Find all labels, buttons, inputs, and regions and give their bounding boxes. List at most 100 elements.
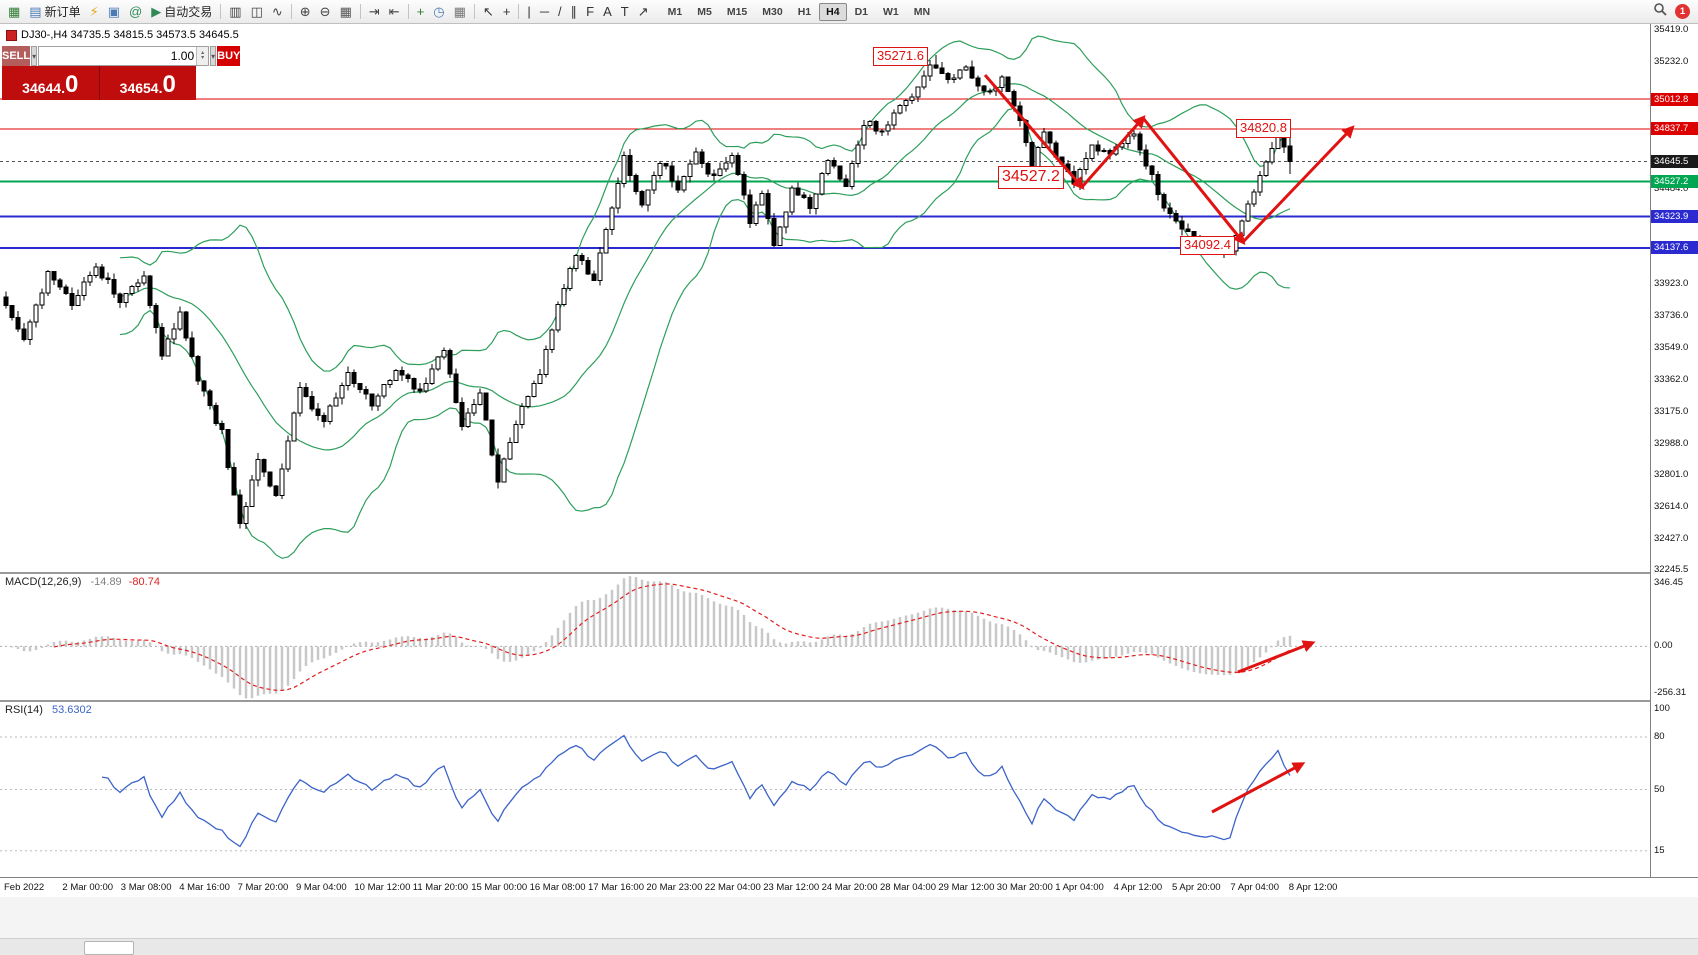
sell-price-dot: . [61, 80, 65, 96]
auto-trading-icon: ▶ [151, 4, 162, 19]
candle-body [1257, 175, 1263, 193]
zoom-out-button[interactable]: ⊖ [316, 4, 335, 19]
candlestick-chart-button[interactable]: ◫ [247, 4, 267, 19]
candle-body [39, 292, 45, 306]
candle-body [333, 397, 339, 407]
price-annotation-label[interactable]: 35271.6 [873, 47, 928, 66]
macd-name: MACD(12,26,9) [5, 576, 82, 588]
pane-separator[interactable] [0, 572, 1698, 574]
search-icon[interactable] [1653, 2, 1667, 21]
candle-body [243, 505, 249, 524]
rsi-line [101, 734, 1291, 848]
trend-arrow[interactable] [983, 74, 1085, 190]
bar-chart-button[interactable]: ▥ [225, 4, 245, 19]
price-annotation-label[interactable]: 34527.2 [998, 166, 1064, 189]
vertical-line-button[interactable]: | [523, 4, 534, 19]
arrows-button[interactable]: ↗ [634, 4, 653, 19]
candle-body [1101, 149, 1107, 152]
volume-input[interactable] [39, 47, 197, 65]
spin-up-icon[interactable]: ▴ [201, 50, 205, 56]
bollinger-lower-band[interactable] [119, 107, 1291, 559]
candle-body [495, 454, 501, 483]
notification-badge[interactable]: 1 [1675, 4, 1690, 19]
cursor-button[interactable]: ↖ [479, 4, 498, 19]
horizontal-line-button[interactable]: ─ [536, 4, 553, 19]
trend-arrow[interactable] [1141, 117, 1246, 245]
template-grid-button[interactable]: ▦ [450, 4, 470, 19]
lightning-button[interactable]: ⚡ [86, 4, 103, 19]
timeframe-h1-button[interactable]: H1 [797, 5, 812, 18]
tile-windows-button[interactable]: ▦ [336, 4, 356, 19]
timeframe-m1-button[interactable]: M1 [667, 5, 683, 18]
fibonacci-button[interactable]: F [582, 4, 598, 19]
bollinger-middle-band[interactable] [119, 83, 1291, 451]
sell-price[interactable]: 34644. 0 [2, 66, 99, 100]
buy-dropdown-icon[interactable]: ▾ [210, 46, 217, 66]
text-button[interactable]: A [599, 4, 616, 19]
macd-pane[interactable]: MACD(12,26,9) -14.89 -80.74 [0, 574, 1650, 700]
auto-scroll-button[interactable]: ⇤ [385, 4, 404, 19]
trend-arrow[interactable] [1237, 640, 1316, 674]
candle-body [735, 155, 741, 176]
channel-button[interactable]: ∥ [567, 4, 582, 19]
new-order-button[interactable]: ▤ 新订单 [25, 2, 84, 21]
candle-body [903, 100, 909, 107]
line-chart-button[interactable]: ∿ [268, 4, 287, 19]
candle-body [435, 356, 441, 370]
spin-down-icon[interactable]: ▾ [201, 55, 205, 61]
candle-body [765, 193, 771, 220]
mail-button[interactable]: @ [125, 4, 146, 19]
price-annotation-label[interactable]: 34092.4 [1180, 236, 1235, 255]
candle-body [975, 77, 981, 87]
candle-body [423, 383, 429, 392]
macd-axis-label: 0.00 [1654, 640, 1673, 652]
label-button[interactable]: T [617, 4, 633, 19]
bollinger-upper-band[interactable] [119, 35, 1291, 372]
new-order-icon: ▤ [29, 4, 42, 19]
time-axis[interactable]: Feb 2022 2 Mar 00:00 3 Mar 08:00 4 Mar 16:0… [0, 877, 1698, 897]
rsi-pane[interactable]: RSI(14) 53.6302 [0, 702, 1650, 877]
taskbar-item[interactable] [84, 941, 134, 955]
trend-arrow[interactable] [1080, 115, 1146, 188]
trendline-button[interactable]: / [554, 4, 566, 19]
candle-body [357, 383, 363, 390]
volume-spinner[interactable]: ▴ ▾ [196, 47, 209, 65]
periods-button[interactable]: ◷ [429, 4, 448, 19]
candle-body [141, 275, 147, 284]
sell-button[interactable]: SELL [2, 46, 31, 66]
buy-button[interactable]: BUY [217, 46, 241, 66]
trend-arrow[interactable] [1211, 762, 1306, 814]
candle-body [987, 90, 993, 93]
timeframe-m5-button[interactable]: M5 [697, 5, 712, 18]
buy-price[interactable]: 34654. 0 [100, 66, 197, 100]
candle-body [117, 293, 123, 304]
candle-body [747, 194, 753, 225]
candle-body [945, 72, 951, 81]
timeframe-h4-button[interactable]: H4 [819, 2, 847, 21]
crosshair-button[interactable]: + [499, 4, 515, 19]
auto-trading-button[interactable]: ▶ 自动交易 [147, 2, 216, 21]
main-chart-pane[interactable]: DJ30-,H4 34735.5 34815.5 34573.5 34645.5… [0, 24, 1650, 572]
price-annotation-label[interactable]: 34820.8 [1236, 119, 1291, 138]
candle-body [339, 385, 345, 399]
zoom-in-button[interactable]: ⊕ [296, 4, 315, 19]
price-display: 34644. 0 34654. 0 [2, 66, 196, 100]
timeframe-m30-button[interactable]: M30 [762, 5, 783, 18]
timeframe-m15-button[interactable]: M15 [726, 5, 748, 18]
chart-shift-button[interactable]: ⇥ [365, 4, 384, 19]
new-chart-button[interactable]: ▦ [4, 4, 24, 19]
symbol-info: DJ30-,H4 34735.5 34815.5 34573.5 34645.5 [6, 29, 239, 41]
price-axis-label: 35232.0 [1654, 55, 1689, 67]
add-indicator-button[interactable]: + [413, 4, 429, 19]
trend-arrow[interactable] [1241, 125, 1355, 244]
chart-window-button[interactable]: ▣ [104, 4, 124, 19]
pane-separator[interactable] [0, 700, 1698, 702]
timeframe-w1-button[interactable]: W1 [883, 5, 899, 18]
timeframe-d1-button[interactable]: D1 [854, 5, 869, 18]
price-axis[interactable]: 35419.0 35232.0 34484.0 33923.0 33736.0 33549… [1650, 24, 1698, 877]
sell-dropdown-icon[interactable]: ▾ [31, 46, 38, 66]
timeframe-mn-button[interactable]: MN [913, 5, 931, 18]
candle-body [1167, 207, 1173, 214]
candle-body [111, 279, 117, 295]
price-axis-label: 32427.0 [1654, 532, 1689, 544]
